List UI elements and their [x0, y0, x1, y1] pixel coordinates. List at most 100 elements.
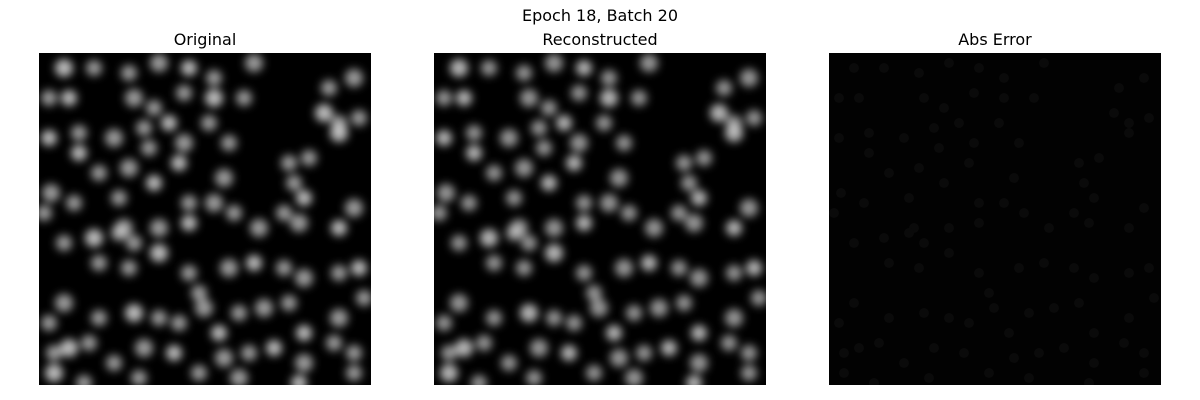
reconstructed-dot	[456, 90, 472, 106]
reconstructed-dot	[676, 155, 692, 171]
original-dot	[266, 340, 282, 356]
original-dot	[345, 69, 363, 87]
error-speckle-dot	[1049, 303, 1059, 313]
reconstructed-dot	[716, 80, 732, 96]
error-speckle-dot	[899, 358, 909, 368]
original-dot	[55, 59, 73, 77]
error-speckle-dot	[944, 313, 954, 323]
original-dot	[351, 110, 367, 126]
original-dot	[141, 140, 157, 156]
original-dot	[61, 90, 77, 106]
original-dot	[195, 299, 213, 317]
reconstructed-dot	[610, 349, 628, 367]
error-speckle-dot	[874, 338, 884, 348]
original-dot	[81, 335, 97, 351]
error-speckle-dot	[1074, 298, 1084, 308]
reconstructed-dot	[645, 219, 663, 237]
error-speckle-dot	[974, 218, 984, 228]
original-dot	[120, 159, 138, 177]
error-speckle-dot	[1124, 313, 1134, 323]
original-dot	[56, 235, 72, 251]
error-speckle-dot	[904, 193, 914, 203]
original-dot	[105, 129, 123, 147]
reconstructed-dot	[631, 90, 647, 106]
error-speckle-dot	[1139, 73, 1149, 83]
error-speckle-dot	[1044, 223, 1054, 233]
original-dot	[41, 315, 57, 331]
original-dot	[86, 60, 102, 76]
reconstructed-dot	[545, 244, 563, 262]
reconstructed-dot	[726, 265, 742, 281]
reconstructed-dot	[516, 65, 532, 81]
abs-error-image	[829, 53, 1161, 385]
reconstructed-dot	[520, 89, 538, 107]
error-speckle-dot	[834, 93, 844, 103]
error-speckle-dot	[1109, 108, 1119, 118]
reconstructed-dot	[746, 260, 762, 276]
original-dot	[220, 259, 238, 277]
original-dot	[205, 89, 223, 107]
original-dot	[276, 260, 292, 276]
original-dot	[41, 90, 57, 106]
error-speckle	[829, 58, 1159, 385]
reconstructed-dot	[691, 190, 707, 206]
error-speckle-dot	[899, 133, 909, 143]
error-speckle-dot	[849, 298, 859, 308]
reconstructed-dot	[615, 259, 633, 277]
error-speckle-dot	[929, 123, 939, 133]
original-dot-field	[39, 54, 371, 385]
error-speckle-dot	[969, 88, 979, 98]
error-speckle-dot	[1119, 338, 1129, 348]
original-dot	[321, 80, 337, 96]
reconstructed-dot	[570, 134, 588, 152]
reconstructed-dot	[721, 335, 737, 351]
reconstructed-dot	[545, 54, 563, 72]
reconstructed-dot	[541, 100, 557, 116]
reconstructed-dot	[600, 194, 618, 212]
original-dot	[66, 195, 82, 211]
error-speckle-dot	[1124, 128, 1134, 138]
reconstructed-dot	[436, 90, 452, 106]
reconstructed-dot	[676, 295, 692, 311]
reconstructed-dot	[436, 315, 452, 331]
reconstructed-dot	[610, 169, 628, 187]
original-dot	[206, 70, 222, 86]
error-speckle-dot	[849, 238, 859, 248]
error-speckle-dot	[859, 198, 869, 208]
reconstructed-dot	[741, 365, 757, 381]
original-dot	[55, 294, 73, 312]
reconstructed-dot	[571, 85, 587, 101]
reconstructed-dot	[506, 225, 522, 241]
original-dot	[346, 345, 362, 361]
reconstructed-dot	[586, 365, 602, 381]
error-speckle-dot	[1039, 258, 1049, 268]
error-speckle-dot	[999, 73, 1009, 83]
reconstructed-dot	[501, 355, 517, 371]
original-dot	[46, 345, 62, 361]
reconstructed-dot	[476, 335, 492, 351]
error-speckle-dot	[959, 348, 969, 358]
error-speckle-dot	[1009, 173, 1019, 183]
original-image	[39, 53, 371, 385]
reconstructed-dot	[590, 299, 608, 317]
error-speckle-dot	[984, 368, 994, 378]
original-dot	[161, 115, 177, 131]
error-speckle-dot	[1004, 328, 1014, 338]
original-dot	[330, 124, 348, 142]
panel-title-original: Original	[173, 30, 237, 49]
original-dot	[111, 225, 127, 241]
reconstructed-dot	[625, 369, 643, 385]
error-speckle-dot	[1124, 268, 1134, 278]
original-dot	[60, 339, 78, 357]
original-dot	[181, 60, 197, 76]
original-dot	[76, 375, 92, 385]
error-speckle-dot	[1114, 83, 1124, 93]
error-speckle-dot	[984, 288, 994, 298]
original-dot	[326, 335, 342, 351]
error-speckle-dot	[999, 93, 1009, 103]
original-dot	[281, 295, 297, 311]
original-dot	[41, 130, 57, 146]
figure-title: Epoch 18, Batch 20	[521, 6, 679, 25]
error-speckle-dot	[836, 188, 846, 198]
reconstructed-dot	[606, 325, 622, 341]
